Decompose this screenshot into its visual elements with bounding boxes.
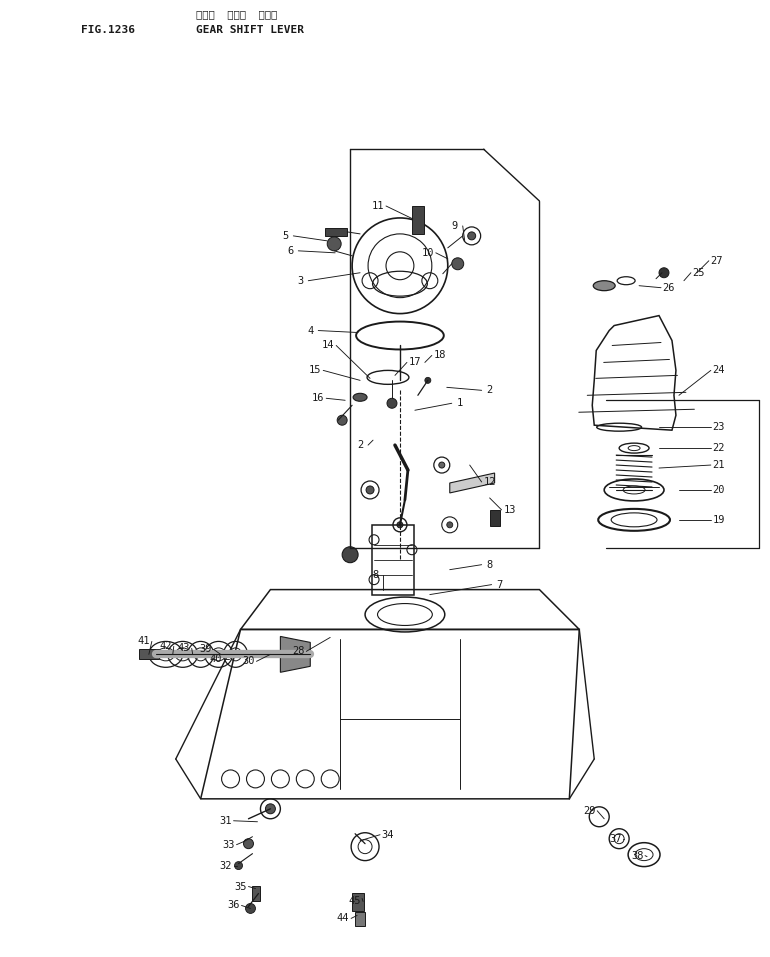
Text: 7: 7 [497,580,503,590]
Text: 42: 42 [159,641,172,652]
Text: 40: 40 [209,655,222,664]
Circle shape [235,861,243,870]
Circle shape [452,257,464,270]
Bar [253,885,260,901]
Text: 26: 26 [663,282,675,293]
Text: 12: 12 [484,477,496,487]
Text: 27: 27 [711,256,723,266]
Text: 29: 29 [583,806,595,815]
Text: 1: 1 [457,398,463,409]
Text: 39: 39 [199,644,212,655]
Text: 41: 41 [138,636,150,646]
Polygon shape [450,473,494,493]
Text: 8: 8 [487,560,493,569]
Text: 25: 25 [692,268,705,278]
Ellipse shape [593,280,615,291]
Text: 23: 23 [712,422,725,433]
Text: 28: 28 [292,646,305,657]
Text: 22: 22 [712,443,725,453]
Circle shape [243,838,253,849]
Bar [355,912,365,926]
Circle shape [659,268,669,278]
Circle shape [342,546,358,563]
Circle shape [425,377,431,384]
Circle shape [467,232,476,240]
Text: ギヤー  シフト  レバー: ギヤー シフト レバー [196,9,277,19]
Text: 13: 13 [504,505,516,515]
Text: 31: 31 [219,815,232,826]
Text: 44: 44 [337,913,350,924]
Circle shape [366,486,374,494]
Text: 35: 35 [234,881,246,892]
Bar [352,894,364,911]
Text: 19: 19 [712,515,725,524]
Bar [412,206,424,234]
Text: 3: 3 [297,276,303,286]
Text: 2: 2 [487,386,493,395]
Bar [139,650,159,659]
Text: 20: 20 [712,485,725,495]
Text: 2: 2 [357,440,363,450]
Circle shape [246,903,256,913]
Text: 17: 17 [409,357,421,367]
Text: 37: 37 [609,834,621,844]
Text: 15: 15 [309,366,322,375]
Text: 14: 14 [322,341,334,350]
Text: 18: 18 [434,350,446,361]
Text: 43: 43 [177,643,190,654]
Circle shape [266,804,276,813]
Text: 45: 45 [349,897,361,906]
Text: 21: 21 [712,460,725,470]
Text: 4: 4 [307,325,313,336]
Text: 5: 5 [283,231,289,241]
Text: FIG.1236: FIG.1236 [81,25,135,34]
Text: 11: 11 [372,201,384,211]
Text: 33: 33 [223,839,235,850]
Text: 9: 9 [452,221,458,231]
Circle shape [387,398,397,409]
Text: 16: 16 [312,393,324,403]
Circle shape [447,522,453,528]
Polygon shape [280,636,310,673]
Ellipse shape [353,393,367,401]
Bar [325,228,347,235]
Circle shape [327,237,341,251]
Circle shape [337,415,347,425]
Text: 8: 8 [372,569,378,580]
Text: 32: 32 [219,860,232,871]
Text: 34: 34 [382,830,394,839]
Text: 6: 6 [287,246,293,256]
Text: 10: 10 [422,248,434,257]
Circle shape [397,522,403,528]
Circle shape [439,462,445,468]
Bar [490,510,500,525]
Text: 24: 24 [712,366,725,375]
Text: 36: 36 [227,901,239,910]
Text: 38: 38 [631,851,644,860]
Text: 30: 30 [243,657,255,666]
Text: GEAR SHIFT LEVER: GEAR SHIFT LEVER [196,25,303,34]
